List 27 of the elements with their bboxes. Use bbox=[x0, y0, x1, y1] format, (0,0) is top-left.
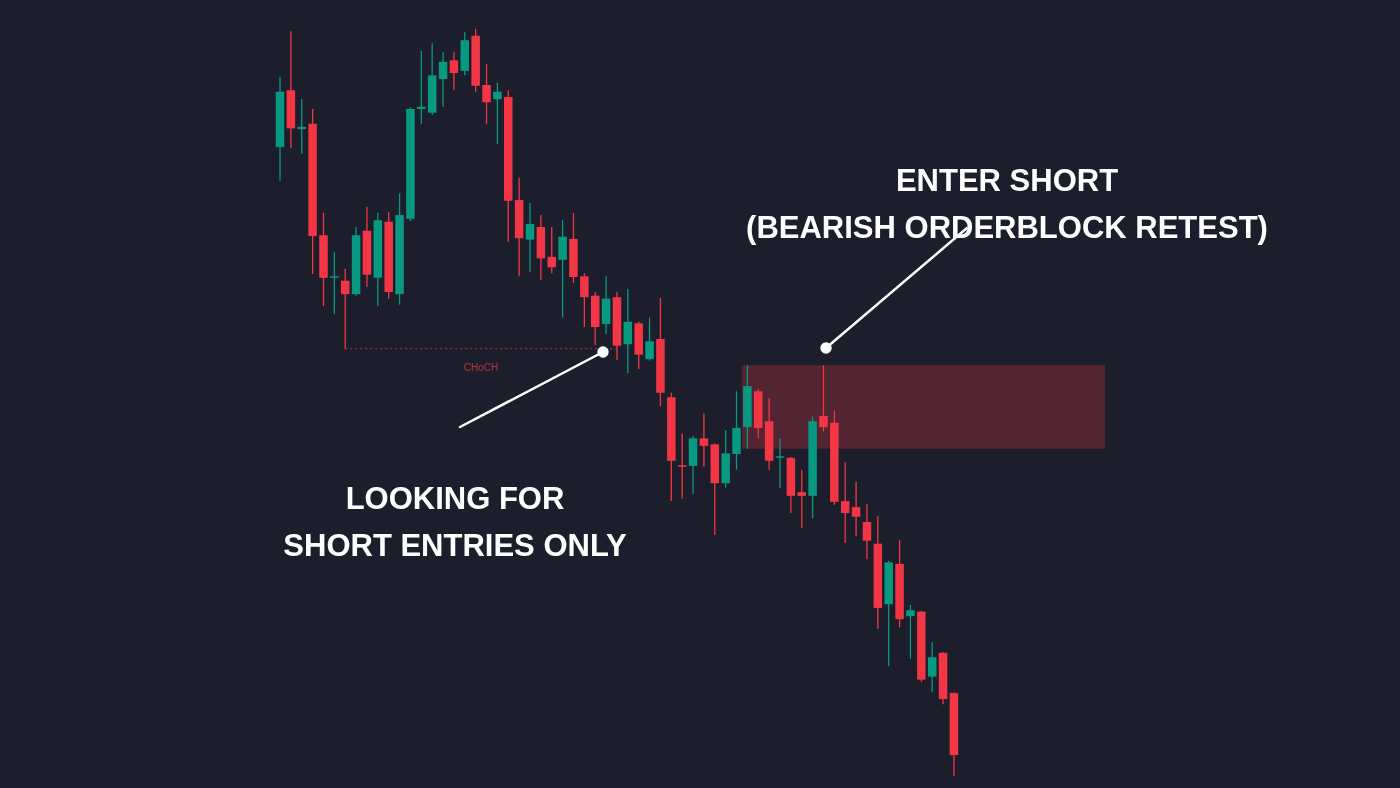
candlestick bbox=[340, 268, 350, 350]
candlestick bbox=[906, 604, 915, 660]
candlestick bbox=[330, 251, 339, 315]
candlestick bbox=[482, 63, 491, 125]
candlestick bbox=[417, 50, 426, 125]
candlestick bbox=[297, 98, 306, 155]
candlestick bbox=[819, 364, 828, 433]
candlestick bbox=[623, 288, 633, 375]
candlestick bbox=[775, 437, 785, 489]
candlestick bbox=[438, 51, 448, 108]
candlestick bbox=[862, 503, 872, 561]
candlestick bbox=[677, 433, 687, 500]
annotation: ENTER SHORT (BEARISH ORDERBLOCK RETEST) bbox=[746, 163, 1268, 245]
candlestick bbox=[927, 641, 937, 693]
candlestick bbox=[699, 412, 709, 468]
candlestick bbox=[580, 272, 589, 328]
candlestick bbox=[449, 51, 459, 91]
candlestick bbox=[547, 226, 556, 274]
candlestick bbox=[840, 461, 850, 544]
candlestick bbox=[558, 219, 567, 318]
candlestick bbox=[797, 469, 806, 529]
candlestick bbox=[645, 316, 654, 362]
candlestick bbox=[525, 202, 535, 273]
annotation: LOOKING FOR SHORT ENTRIES ONLY bbox=[283, 480, 627, 563]
candlestick bbox=[851, 481, 861, 537]
ref-line-label: CHoCH bbox=[463, 361, 499, 373]
candlestick bbox=[493, 82, 502, 145]
